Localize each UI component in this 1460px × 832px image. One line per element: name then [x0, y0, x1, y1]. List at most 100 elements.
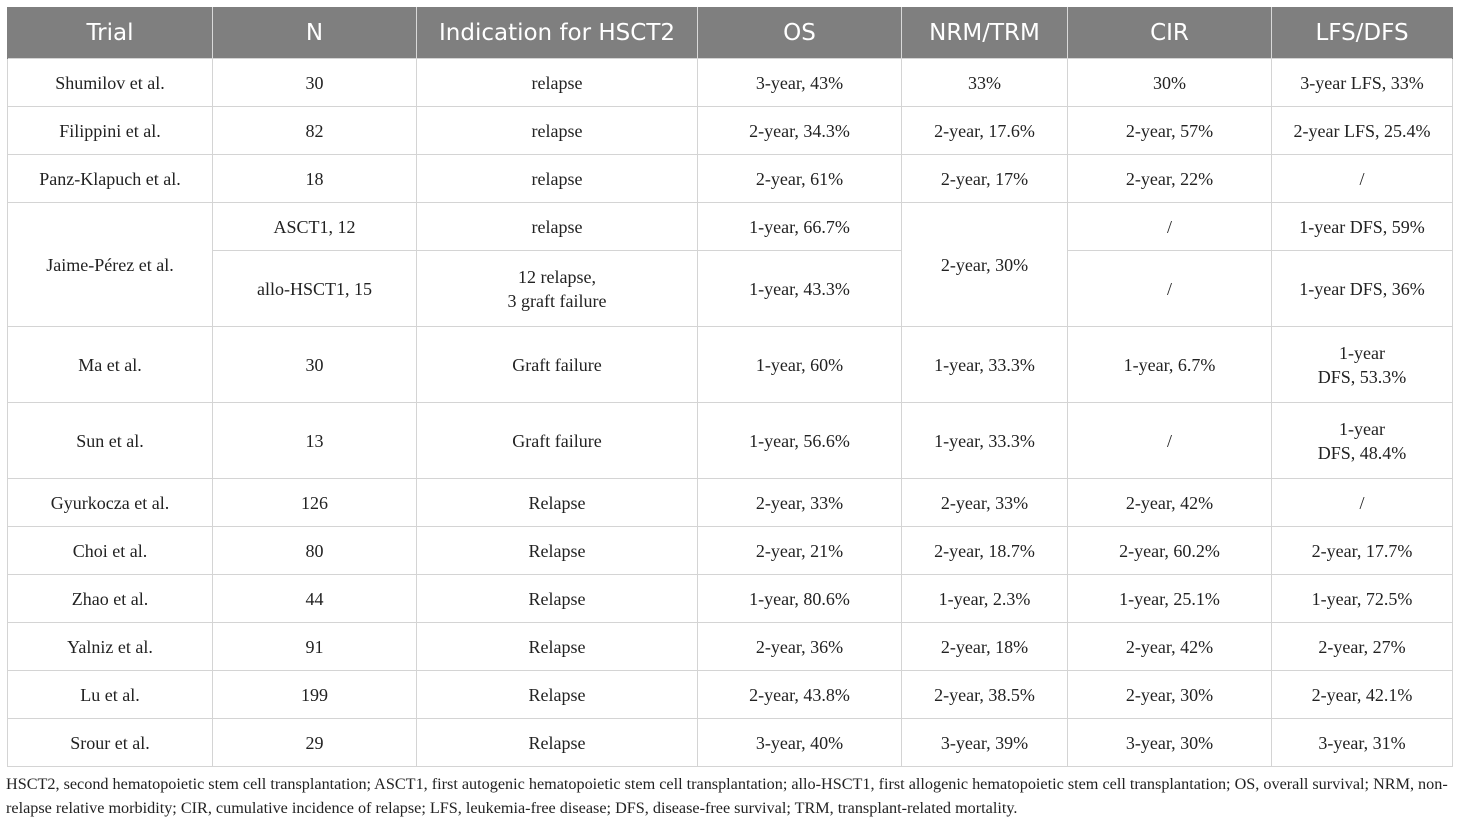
- cell-cir: /: [1067, 202, 1272, 251]
- cell-trial: Gyurkocza et al.: [7, 478, 213, 527]
- cell-trial: Yalniz et al.: [7, 622, 213, 671]
- cell-trial: Ma et al.: [7, 326, 213, 403]
- table-body: Shumilov et al. 30 relapse 3-year, 43% 3…: [7, 58, 1453, 767]
- cell-cir: 2-year, 57%: [1067, 106, 1272, 155]
- cell-nrm: 2-year, 17.6%: [901, 106, 1068, 155]
- cell-trial: Filippini et al.: [7, 106, 213, 155]
- cell-trial: Sun et al.: [7, 402, 213, 479]
- cell-cir: 2-year, 22%: [1067, 154, 1272, 203]
- cell-n: 82: [212, 106, 417, 155]
- cell-indication: relapse: [416, 154, 698, 203]
- cell-indication: relapse: [416, 106, 698, 155]
- header-nrm-trm: NRM/TRM: [901, 7, 1068, 59]
- cell-nrm: 1-year, 33.3%: [901, 402, 1068, 479]
- cell-n: 126: [212, 478, 417, 527]
- cell-os: 2-year, 61%: [697, 154, 902, 203]
- cell-os: 1-year, 66.7%: [697, 202, 902, 251]
- cell-nrm: 2-year, 33%: [901, 478, 1068, 527]
- cell-indication: Relapse: [416, 670, 698, 719]
- table-row: Ma et al. 30 Graft failure 1-year, 60% 1…: [7, 326, 1453, 403]
- table-row: Gyurkocza et al. 126 Relapse 2-year, 33%…: [7, 478, 1453, 527]
- cell-trial: Shumilov et al.: [7, 58, 213, 107]
- cell-indication: Relapse: [416, 718, 698, 767]
- cell-os: 2-year, 36%: [697, 622, 902, 671]
- cell-n: 30: [212, 326, 417, 403]
- cell-cir: /: [1067, 402, 1272, 479]
- cell-trial: Panz-Klapuch et al.: [7, 154, 213, 203]
- cell-lfs: 1-year DFS, 36%: [1271, 250, 1453, 327]
- cell-lfs: 3-year, 31%: [1271, 718, 1453, 767]
- cell-lfs: 2-year, 42.1%: [1271, 670, 1453, 719]
- cell-nrm: 1-year, 33.3%: [901, 326, 1068, 403]
- cell-trial: Srour et al.: [7, 718, 213, 767]
- cell-cir: 2-year, 60.2%: [1067, 526, 1272, 575]
- cell-nrm: 33%: [901, 58, 1068, 107]
- cell-lfs: 1-year DFS, 53.3%: [1271, 326, 1453, 403]
- cell-indication: Graft failure: [416, 326, 698, 403]
- cell-n: 44: [212, 574, 417, 623]
- cell-os: 1-year, 56.6%: [697, 402, 902, 479]
- cell-os: 1-year, 60%: [697, 326, 902, 403]
- cell-os: 2-year, 34.3%: [697, 106, 902, 155]
- cell-n: 18: [212, 154, 417, 203]
- cell-n: allo-HSCT1, 15: [212, 250, 417, 327]
- cell-os: 1-year, 43.3%: [697, 250, 902, 327]
- cell-cir: 2-year, 30%: [1067, 670, 1272, 719]
- cell-os: 1-year, 80.6%: [697, 574, 902, 623]
- cell-os: 3-year, 40%: [697, 718, 902, 767]
- header-trial: Trial: [7, 7, 213, 59]
- cell-lfs: /: [1271, 154, 1453, 203]
- cell-n: 199: [212, 670, 417, 719]
- cell-lfs: 1-year DFS, 48.4%: [1271, 402, 1453, 479]
- header-indication: Indication for HSCT2: [416, 7, 698, 59]
- table-row: allo-HSCT1, 15 12 relapse, 3 graft failu…: [8, 250, 1453, 327]
- cell-nrm: 2-year, 38.5%: [901, 670, 1068, 719]
- table-row: Srour et al. 29 Relapse 3-year, 40% 3-ye…: [7, 718, 1453, 767]
- cell-indication: Relapse: [416, 622, 698, 671]
- cell-n: 29: [212, 718, 417, 767]
- cell-lfs: /: [1271, 478, 1453, 527]
- table-container: Trial N Indication for HSCT2 OS NRM/TRM …: [7, 7, 1453, 767]
- cell-indication: Relapse: [416, 526, 698, 575]
- table-row: Zhao et al. 44 Relapse 1-year, 80.6% 1-y…: [7, 574, 1453, 623]
- table-header: Trial N Indication for HSCT2 OS NRM/TRM …: [7, 7, 1453, 59]
- cell-n: 30: [212, 58, 417, 107]
- table-row: Filippini et al. 82 relapse 2-year, 34.3…: [7, 106, 1453, 155]
- cell-cir: /: [1067, 250, 1272, 327]
- cell-lfs: 3-year LFS, 33%: [1271, 58, 1453, 107]
- cell-nrm: 2-year, 18%: [901, 622, 1068, 671]
- hsct2-outcomes-table: Trial N Indication for HSCT2 OS NRM/TRM …: [7, 7, 1453, 767]
- cell-lfs: 2-year, 17.7%: [1271, 526, 1453, 575]
- cell-nrm: 2-year, 18.7%: [901, 526, 1068, 575]
- cell-cir: 2-year, 42%: [1067, 478, 1272, 527]
- header-lfs-dfs: LFS/DFS: [1271, 7, 1453, 59]
- header-os: OS: [697, 7, 902, 59]
- table-footnote: HSCT2, second hematopoietic stem cell tr…: [6, 775, 1448, 817]
- header-row: Trial N Indication for HSCT2 OS NRM/TRM …: [7, 7, 1453, 59]
- cell-n: 91: [212, 622, 417, 671]
- cell-cir: 3-year, 30%: [1067, 718, 1272, 767]
- cell-n: ASCT1, 12: [212, 202, 417, 251]
- cell-nrm: 2-year, 17%: [901, 154, 1068, 203]
- cell-cir: 1-year, 25.1%: [1067, 574, 1272, 623]
- table-row: Choi et al. 80 Relapse 2-year, 21% 2-yea…: [7, 526, 1453, 575]
- cell-lfs: 1-year DFS, 59%: [1271, 202, 1453, 251]
- cell-indication: relapse: [416, 58, 698, 107]
- cell-trial: Lu et al.: [7, 670, 213, 719]
- cell-trial: Zhao et al.: [7, 574, 213, 623]
- cell-lfs: 2-year LFS, 25.4%: [1271, 106, 1453, 155]
- cell-trial: Choi et al.: [7, 526, 213, 575]
- cell-os: 2-year, 21%: [697, 526, 902, 575]
- table-row: Panz-Klapuch et al. 18 relapse 2-year, 6…: [7, 154, 1453, 203]
- cell-trial: Jaime-Pérez et al.: [7, 202, 213, 327]
- cell-indication: Relapse: [416, 574, 698, 623]
- cell-indication: relapse: [416, 202, 698, 251]
- cell-indication: 12 relapse, 3 graft failure: [416, 250, 698, 327]
- cell-cir: 30%: [1067, 58, 1272, 107]
- cell-cir: 2-year, 42%: [1067, 622, 1272, 671]
- cell-lfs: 1-year, 72.5%: [1271, 574, 1453, 623]
- cell-nrm: 3-year, 39%: [901, 718, 1068, 767]
- header-n: N: [212, 7, 417, 59]
- table-row: Lu et al. 199 Relapse 2-year, 43.8% 2-ye…: [7, 670, 1453, 719]
- cell-os: 2-year, 33%: [697, 478, 902, 527]
